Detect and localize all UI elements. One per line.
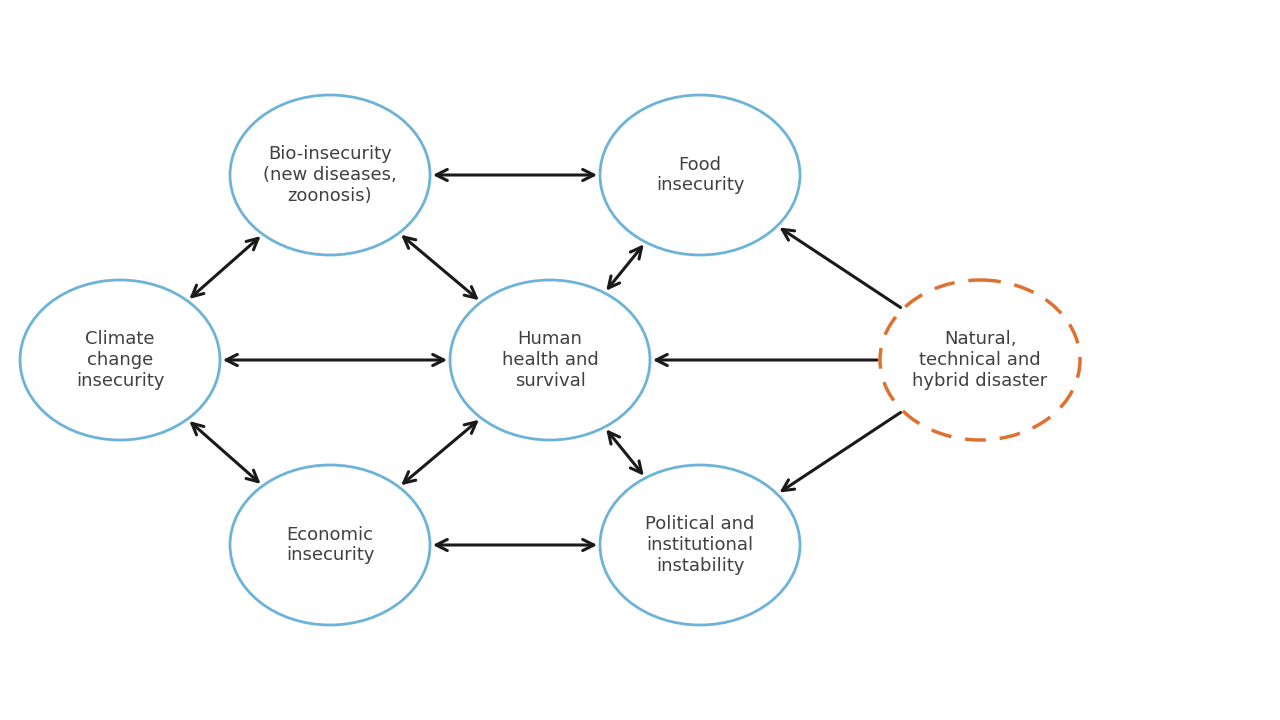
Ellipse shape <box>600 95 800 255</box>
Ellipse shape <box>451 280 650 440</box>
Text: Political and
institutional
instability: Political and institutional instability <box>645 516 755 575</box>
Text: Human
health and
survival: Human health and survival <box>502 330 598 390</box>
Ellipse shape <box>230 95 430 255</box>
Text: Natural,
technical and
hybrid disaster: Natural, technical and hybrid disaster <box>913 330 1047 390</box>
Text: Economic
insecurity: Economic insecurity <box>285 526 374 564</box>
Ellipse shape <box>881 280 1080 440</box>
Text: Climate
change
insecurity: Climate change insecurity <box>76 330 164 390</box>
Text: Bio-insecurity
(new diseases,
zoonosis): Bio-insecurity (new diseases, zoonosis) <box>264 145 397 204</box>
Text: Food
insecurity: Food insecurity <box>655 156 744 194</box>
Ellipse shape <box>600 465 800 625</box>
Ellipse shape <box>230 465 430 625</box>
Ellipse shape <box>20 280 220 440</box>
